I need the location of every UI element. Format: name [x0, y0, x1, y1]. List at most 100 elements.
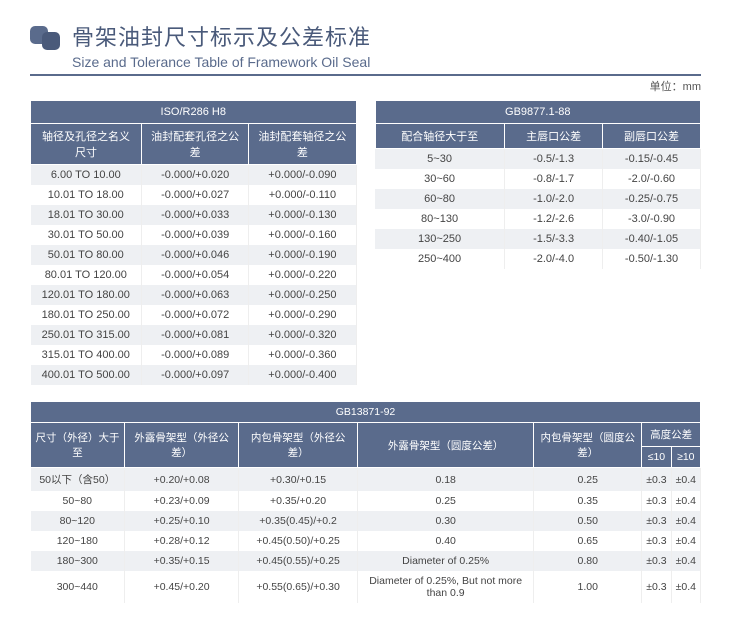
table-cell: -0.25/-0.75: [603, 189, 701, 209]
page-header: 骨架油封尺寸标示及公差标准 Size and Tolerance Table o…: [30, 20, 701, 70]
table-cell: ±0.3: [642, 491, 671, 511]
table3-title: GB13871-92: [31, 402, 701, 423]
unit-label: 单位：mm: [30, 78, 701, 94]
table-cell: 180~300: [31, 551, 125, 571]
table-row: 50~80+0.23/+0.09+0.35/+0.200.250.35±0.3±…: [31, 491, 701, 511]
table-cell: ±0.4: [671, 511, 700, 531]
title-en: Size and Tolerance Table of Framework Oi…: [72, 54, 371, 70]
table-cell: 30~60: [375, 169, 505, 189]
table-cell: -2.0/-0.60: [603, 169, 701, 189]
table-cell: 10.01 TO 18.00: [31, 185, 142, 205]
col-header: 主唇口公差: [505, 124, 603, 149]
table-cell: +0.35/+0.20: [239, 491, 358, 511]
table-row: 180.01 TO 250.00-0.000/+0.072+0.000/-0.2…: [31, 305, 357, 325]
table-cell: 18.01 TO 30.00: [31, 205, 142, 225]
table-cell: 80.01 TO 120.00: [31, 265, 142, 285]
table-cell: -0.000/+0.039: [142, 225, 249, 245]
table-row: 18.01 TO 30.00-0.000/+0.033+0.000/-0.130: [31, 205, 357, 225]
table-cell: 5~30: [375, 149, 505, 170]
table-cell: +0.000/-0.160: [249, 225, 356, 245]
table-cell: ±0.4: [671, 531, 700, 551]
table-cell: -0.000/+0.097: [142, 365, 249, 385]
col-header: 轴径及孔径之名义尺寸: [31, 124, 142, 165]
table-cell: -3.0/-0.90: [603, 209, 701, 229]
table-cell: +0.000/-0.220: [249, 265, 356, 285]
table-cell: 0.80: [534, 551, 642, 571]
table-cell: -0.000/+0.054: [142, 265, 249, 285]
table-cell: -0.000/+0.089: [142, 345, 249, 365]
table-cell: -0.000/+0.020: [142, 165, 249, 186]
table-cell: 250.01 TO 315.00: [31, 325, 142, 345]
table-cell: -2.0/-4.0: [505, 249, 603, 269]
table-cell: -0.000/+0.081: [142, 325, 249, 345]
table-cell: 50~80: [31, 491, 125, 511]
table-cell: +0.000/-0.360: [249, 345, 356, 365]
table-cell: +0.35(0.45)/+0.2: [239, 511, 358, 531]
table-cell: -1.2/-2.6: [505, 209, 603, 229]
table-cell: 0.25: [534, 468, 642, 492]
table-cell: +0.000/-0.130: [249, 205, 356, 225]
table-cell: 315.01 TO 400.00: [31, 345, 142, 365]
table-cell: 50.01 TO 80.00: [31, 245, 142, 265]
table-row: 300~440+0.45/+0.20+0.55(0.65)/+0.30Diame…: [31, 571, 701, 603]
table-cell: +0.28/+0.12: [125, 531, 239, 551]
table-cell: 80~130: [375, 209, 505, 229]
col-header: 外露骨架型（外径公差）: [125, 423, 239, 468]
table-cell: 120.01 TO 180.00: [31, 285, 142, 305]
table-cell: -0.50/-1.30: [603, 249, 701, 269]
col-header: ≥10: [671, 447, 700, 468]
table-cell: +0.55(0.65)/+0.30: [239, 571, 358, 603]
table-row: 50.01 TO 80.00-0.000/+0.046+0.000/-0.190: [31, 245, 357, 265]
table-iso: ISO/R286 H8 轴径及孔径之名义尺寸油封配套孔径之公差油封配套轴径之公差…: [30, 100, 357, 385]
table-cell: 400.01 TO 500.00: [31, 365, 142, 385]
table-cell: ±0.3: [642, 531, 671, 551]
table-cell: +0.30/+0.15: [239, 468, 358, 492]
table-cell: 0.35: [534, 491, 642, 511]
table-row: 120.01 TO 180.00-0.000/+0.063+0.000/-0.2…: [31, 285, 357, 305]
table-cell: +0.45(0.55)/+0.25: [239, 551, 358, 571]
table-cell: 0.50: [534, 511, 642, 531]
table-cell: 30.01 TO 50.00: [31, 225, 142, 245]
table-row: 180~300+0.35/+0.15+0.45(0.55)/+0.25Diame…: [31, 551, 701, 571]
logo: [30, 26, 60, 50]
table-row: 120~180+0.28/+0.12+0.45(0.50)/+0.250.400…: [31, 531, 701, 551]
table-cell: Diameter of 0.25%: [358, 551, 534, 571]
title-cn: 骨架油封尺寸标示及公差标准: [72, 20, 371, 52]
table-cell: 120~180: [31, 531, 125, 551]
table-cell: ±0.4: [671, 491, 700, 511]
table-cell: -0.000/+0.033: [142, 205, 249, 225]
table-cell: 50以下（含50）: [31, 468, 125, 492]
table-cell: 250~400: [375, 249, 505, 269]
table-cell: -0.40/-1.05: [603, 229, 701, 249]
table-cell: 0.40: [358, 531, 534, 551]
table-cell: 1.00: [534, 571, 642, 603]
table-row: 250~400-2.0/-4.0-0.50/-1.30: [375, 249, 701, 269]
table-row: 6.00 TO 10.00-0.000/+0.020+0.000/-0.090: [31, 165, 357, 186]
col-header: 副唇口公差: [603, 124, 701, 149]
col-header: 外露骨架型（圆度公差）: [358, 423, 534, 468]
table-cell: -0.5/-1.3: [505, 149, 603, 170]
table-cell: -0.15/-0.45: [603, 149, 701, 170]
table-cell: ±0.3: [642, 551, 671, 571]
table-cell: ±0.4: [671, 468, 700, 492]
table-row: 5~30-0.5/-1.3-0.15/-0.45: [375, 149, 701, 170]
table-cell: 60~80: [375, 189, 505, 209]
table-cell: 0.18: [358, 468, 534, 492]
table-cell: ±0.4: [671, 571, 700, 603]
col-header: 内包骨架型（圆度公差）: [534, 423, 642, 468]
table-cell: ±0.3: [642, 511, 671, 531]
table-cell: -0.8/-1.7: [505, 169, 603, 189]
col-header: 内包骨架型（外径公差）: [239, 423, 358, 468]
table-row: 250.01 TO 315.00-0.000/+0.081+0.000/-0.3…: [31, 325, 357, 345]
table-cell: ±0.4: [671, 551, 700, 571]
table-cell: +0.000/-0.250: [249, 285, 356, 305]
table-cell: +0.45(0.50)/+0.25: [239, 531, 358, 551]
table-cell: 0.65: [534, 531, 642, 551]
table-cell: 6.00 TO 10.00: [31, 165, 142, 186]
table-cell: 80~120: [31, 511, 125, 531]
table-cell: +0.25/+0.10: [125, 511, 239, 531]
col-header: ≤10: [642, 447, 671, 468]
col-header: 油封配套孔径之公差: [142, 124, 249, 165]
table-row: 10.01 TO 18.00-0.000/+0.027+0.000/-0.110: [31, 185, 357, 205]
table-gb13871: GB13871-92 尺寸（外径）大于至外露骨架型（外径公差）内包骨架型（外径公…: [30, 401, 701, 603]
